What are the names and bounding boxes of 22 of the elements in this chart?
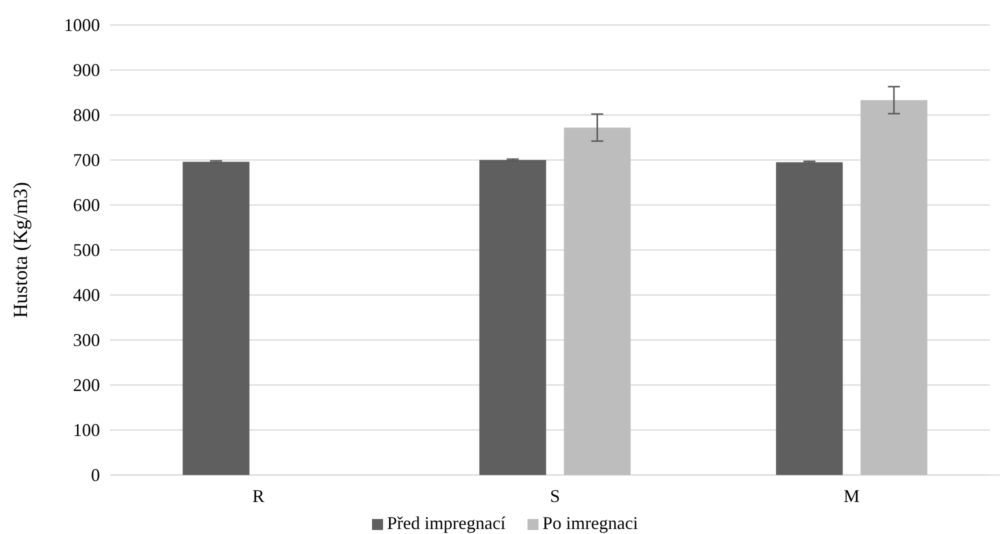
x-tick-label: R <box>252 486 264 506</box>
legend-label: Po imregnaci <box>542 513 638 533</box>
y-tick-label: 800 <box>73 104 100 125</box>
y-tick-label: 400 <box>73 284 100 305</box>
y-tick-label: 600 <box>73 194 100 215</box>
y-axis-title: Hustota (Kg/m3) <box>10 182 32 318</box>
bar <box>182 162 250 475</box>
x-tick-label: M <box>844 486 860 506</box>
y-tick-label: 0 <box>91 464 100 485</box>
y-tick-label: 1000 <box>64 14 100 35</box>
y-tick-label: 200 <box>73 374 100 395</box>
bar <box>860 100 928 475</box>
bar <box>564 128 631 475</box>
y-tick-label: 500 <box>73 240 100 260</box>
y-tick-label: 100 <box>73 420 100 440</box>
y-tick-label: 900 <box>73 60 100 80</box>
legend-label: Před impregnací <box>387 513 506 533</box>
y-tick-label: 700 <box>73 150 100 170</box>
x-tick-label: S <box>550 486 560 506</box>
bar <box>479 160 546 475</box>
y-tick-label: 300 <box>73 330 100 350</box>
bar <box>776 162 843 475</box>
